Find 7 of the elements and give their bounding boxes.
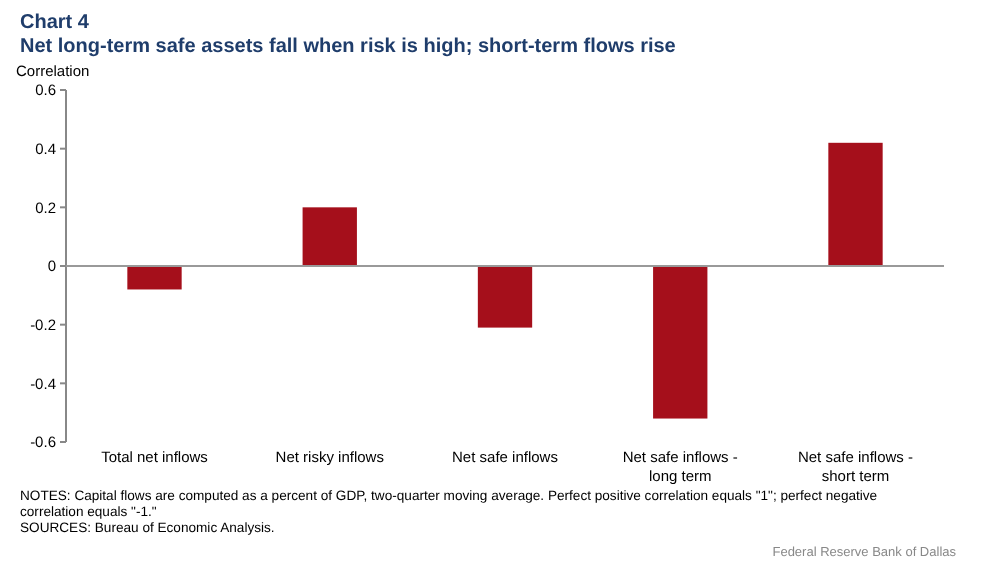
bar (127, 266, 182, 290)
bar (653, 266, 708, 419)
chart-subtitle: Net long-term safe assets fall when risk is high; short-term flows rise (20, 36, 677, 58)
chart-title: Chart 4 (20, 12, 90, 34)
bar (828, 142, 883, 266)
bar (302, 207, 357, 266)
bar (477, 266, 533, 328)
